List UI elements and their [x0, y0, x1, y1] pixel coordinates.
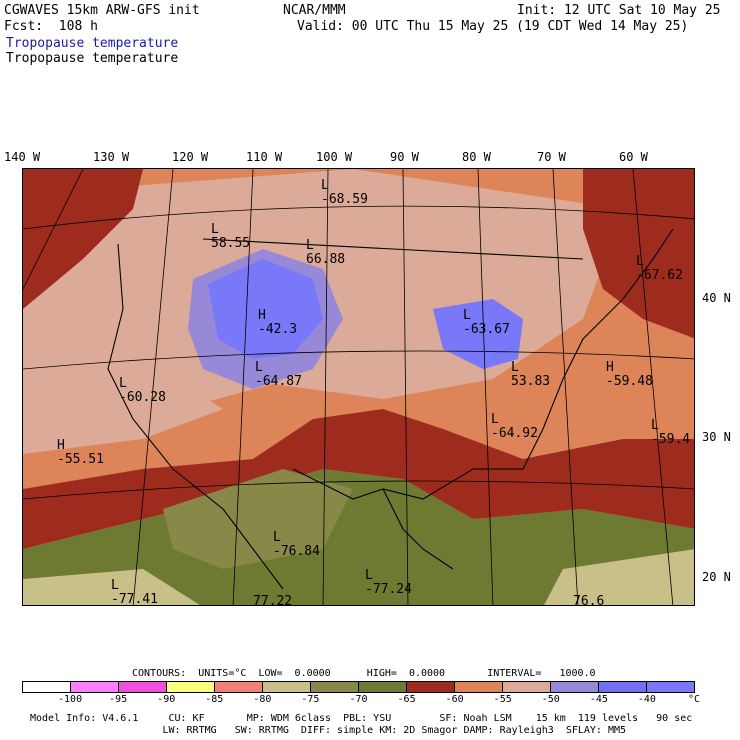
- colorbar-swatch: [311, 682, 359, 692]
- map-label: L -67.62: [636, 254, 683, 283]
- map-label: H -42.3: [258, 308, 298, 337]
- map-label: L -64.92: [491, 412, 538, 441]
- lon-label: 80 W: [462, 150, 491, 164]
- colorbar-tick-label: -85: [205, 694, 224, 705]
- map-label: H -55.51: [57, 438, 104, 467]
- lat-label: 30 N: [702, 430, 731, 444]
- map-label: L -77.24: [365, 568, 412, 597]
- colorbar-tick-label: -70: [349, 694, 368, 705]
- field-khaki-sw: [23, 569, 200, 605]
- lat-label: 20 N: [702, 570, 731, 584]
- field-darkred-ne: [583, 169, 694, 339]
- colorbar-swatch: [503, 682, 551, 692]
- valid-time: Valid: 00 UTC Thu 15 May 25 (19 CDT Wed …: [297, 19, 689, 34]
- lon-label: 110 W: [246, 150, 283, 164]
- colorbar-tick-label: -55: [493, 694, 512, 705]
- map-label: L -77.41: [111, 578, 158, 606]
- map-label: L 66.88: [306, 238, 346, 267]
- colorbar-swatch: [407, 682, 455, 692]
- colorbar-swatch: [359, 682, 407, 692]
- colorbar-tick-label: -60: [445, 694, 464, 705]
- map-label: L -59.4: [651, 418, 691, 447]
- colorbar-swatch: [455, 682, 503, 692]
- colorbar-swatch: [647, 682, 694, 692]
- map-field: [23, 169, 694, 605]
- colorbar-swatch: [599, 682, 647, 692]
- field-darkred-band: [23, 409, 694, 549]
- map-label: 77.22: [253, 594, 293, 606]
- center-name: NCAR/MMM: [283, 3, 346, 18]
- map-label: H -59.48: [606, 360, 653, 389]
- lon-label: 60 W: [619, 150, 648, 164]
- lon-label: 120 W: [172, 150, 209, 164]
- init-time: Init: 12 UTC Sat 10 May 25: [517, 3, 721, 18]
- colorbar-tick-label: -75: [301, 694, 320, 705]
- colorbar-tick-label: -80: [253, 694, 272, 705]
- map-label: L 58.55: [211, 222, 251, 251]
- lon-label: 100 W: [316, 150, 353, 164]
- lon-label: 70 W: [537, 150, 566, 164]
- map-label: L 53.83: [511, 360, 551, 389]
- model-title: CGWAVES 15km ARW-GFS init: [4, 3, 200, 18]
- colorbar-swatch: [71, 682, 119, 692]
- field-pink-west: [23, 349, 223, 454]
- field-title-secondary: Tropopause temperature: [6, 51, 179, 66]
- map-label: L -60.28: [119, 376, 166, 405]
- colorbar-tick-label: -50: [541, 694, 560, 705]
- lon-label: 90 W: [390, 150, 419, 164]
- lon-label: 140 W: [4, 150, 41, 164]
- field-khaki-se: [544, 549, 694, 605]
- field-darkred-nw: [23, 169, 143, 309]
- map-label: L -76.84: [273, 530, 320, 559]
- colorbar-swatch: [551, 682, 599, 692]
- colorbar: [22, 681, 695, 693]
- map-label: L -64.87: [255, 360, 302, 389]
- colorbar-swatch: [263, 682, 311, 692]
- tropopause-temperature-map: L -68.59 L 58.55 L 66.88 H -42.3 L -63.67 L -6…: [22, 168, 695, 606]
- lat-label: 40 N: [702, 291, 731, 305]
- colorbar-tick-label: -90: [157, 694, 176, 705]
- model-physics: LW: RRTMG SW: RRTMG DIFF: simple KM: 2D …: [30, 725, 627, 736]
- map-label: 76.6: [573, 594, 605, 606]
- field-olive: [23, 469, 694, 605]
- colorbar-tick-label: -65: [397, 694, 416, 705]
- colorbar-tick-label: -40: [637, 694, 656, 705]
- colorbar-unit: °C: [687, 694, 701, 705]
- coastlines: [107, 228, 674, 590]
- model-info: Model Info: V4.6.1 CU: KF MP: WDM 6class…: [30, 713, 693, 724]
- field-blue-west: [208, 259, 323, 359]
- colorbar-swatch: [167, 682, 215, 692]
- colorbar-tick-label: -100: [58, 694, 83, 705]
- colorbar-tick-label: -45: [589, 694, 608, 705]
- map-label: L -68.59: [321, 178, 368, 207]
- colorbar-swatch: [119, 682, 167, 692]
- graticule: [23, 169, 694, 605]
- field-olive-light: [163, 469, 353, 569]
- colorbar-tick-label: -95: [109, 694, 128, 705]
- forecast-hour: Fcst: 108 h: [4, 19, 98, 34]
- contours-info: CONTOURS: UNITS=°C LOW= 0.0000 HIGH= 0.0…: [132, 668, 596, 679]
- colorbar-swatch: [215, 682, 263, 692]
- map-label: L -63.67: [463, 308, 510, 337]
- colorbar-swatch: [23, 682, 71, 692]
- field-title-primary: Tropopause temperature: [6, 36, 179, 51]
- lon-label: 130 W: [93, 150, 130, 164]
